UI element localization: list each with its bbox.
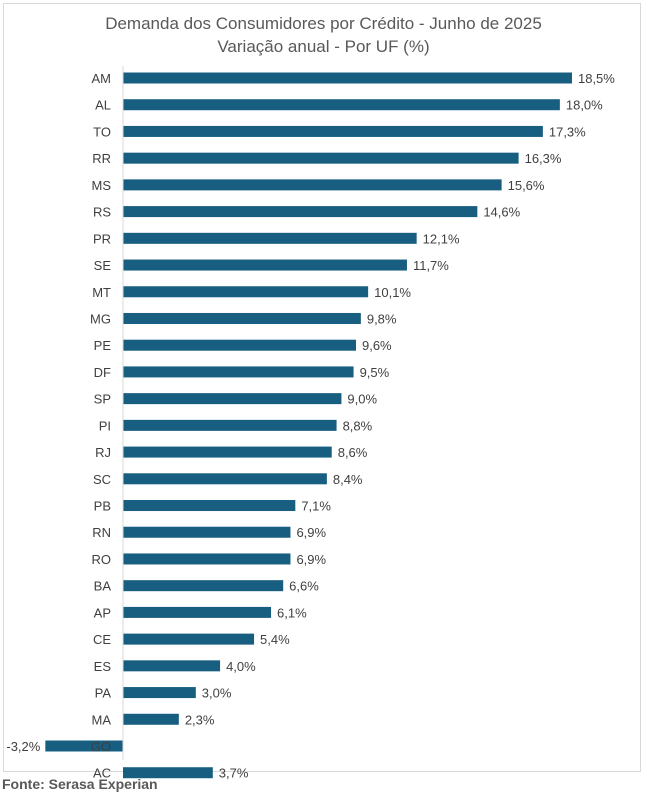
bar: [123, 473, 327, 485]
bar: [123, 713, 179, 725]
bar: [123, 553, 291, 565]
category-label: PB: [94, 499, 111, 514]
bar: [123, 366, 354, 378]
bar: [123, 687, 196, 699]
bar: [123, 419, 337, 431]
bar: [123, 580, 284, 592]
category-label: BA: [94, 579, 112, 594]
data-label: 12,1%: [423, 231, 460, 246]
category-label: RS: [93, 205, 111, 220]
category-label: SE: [94, 258, 112, 273]
data-label: 6,9%: [296, 552, 326, 567]
data-label: 9,8%: [367, 311, 397, 326]
category-label: RJ: [95, 445, 111, 460]
bar: [123, 393, 342, 405]
bar: [123, 312, 361, 324]
category-label: ES: [94, 659, 112, 674]
category-label: AL: [95, 98, 111, 113]
bar: [123, 259, 407, 271]
chart-title: Demanda dos Consumidores por Crédito - J…: [105, 14, 542, 33]
category-label: PE: [94, 338, 112, 353]
category-label: TO: [93, 124, 111, 139]
category-label: CE: [93, 632, 111, 647]
bar: [45, 740, 123, 752]
category-label: SP: [94, 392, 111, 407]
data-label: 9,5%: [360, 365, 390, 380]
bar: [123, 152, 519, 164]
data-label: 3,7%: [219, 766, 249, 781]
data-label: 8,4%: [333, 472, 363, 487]
data-label: 8,8%: [343, 418, 373, 433]
chart-subtitle: Variação anual - Por UF (%): [217, 37, 430, 56]
category-label: DF: [94, 365, 111, 380]
bar: [123, 526, 291, 538]
category-label: PA: [95, 686, 112, 701]
category-label: PR: [93, 231, 111, 246]
data-label: 6,9%: [296, 525, 326, 540]
category-label: RR: [92, 151, 111, 166]
data-label: 16,3%: [525, 151, 562, 166]
source-note: Fonte: Serasa Experian: [2, 776, 158, 792]
data-label: 2,3%: [185, 712, 215, 727]
data-label: 8,6%: [338, 445, 368, 460]
data-label: 7,1%: [301, 499, 331, 514]
bar: [123, 72, 572, 84]
data-label: 10,1%: [374, 285, 411, 300]
bar: [123, 446, 332, 458]
category-label: PI: [99, 418, 111, 433]
bar: [123, 633, 255, 645]
category-label: SC: [93, 472, 111, 487]
bar: [123, 179, 502, 191]
data-label: 6,1%: [277, 605, 307, 620]
bar: [123, 606, 272, 618]
category-label: RO: [92, 552, 112, 567]
data-label: 17,3%: [549, 124, 586, 139]
data-label: 18,0%: [566, 98, 603, 113]
data-label: -3,2%: [6, 739, 40, 754]
chart-frame: [3, 3, 641, 772]
category-label: RN: [92, 525, 111, 540]
data-label: 18,5%: [578, 71, 615, 86]
data-label: 6,6%: [289, 579, 319, 594]
bar: [123, 339, 356, 351]
bar: [123, 99, 560, 111]
data-label: 11,7%: [413, 258, 449, 273]
bar: [123, 286, 369, 298]
category-label: MG: [90, 311, 111, 326]
bar: [123, 500, 296, 512]
data-label: 4,0%: [226, 659, 256, 674]
data-label: 15,6%: [508, 178, 545, 193]
data-label: 9,0%: [347, 392, 377, 407]
category-label: MT: [92, 285, 111, 300]
data-label: 3,0%: [202, 686, 232, 701]
category-label: AM: [92, 71, 112, 86]
bar: [123, 232, 417, 244]
category-label: MS: [92, 178, 112, 193]
category-label: AP: [94, 605, 111, 620]
category-label: AC: [93, 766, 111, 781]
data-label: 14,6%: [483, 205, 520, 220]
bar: [123, 125, 543, 137]
bar: [123, 767, 213, 779]
bar: [123, 206, 478, 218]
data-label: 5,4%: [260, 632, 290, 647]
bar: [123, 660, 221, 672]
data-label: 9,6%: [362, 338, 392, 353]
category-label: GO: [91, 739, 111, 754]
category-label: MA: [92, 712, 112, 727]
